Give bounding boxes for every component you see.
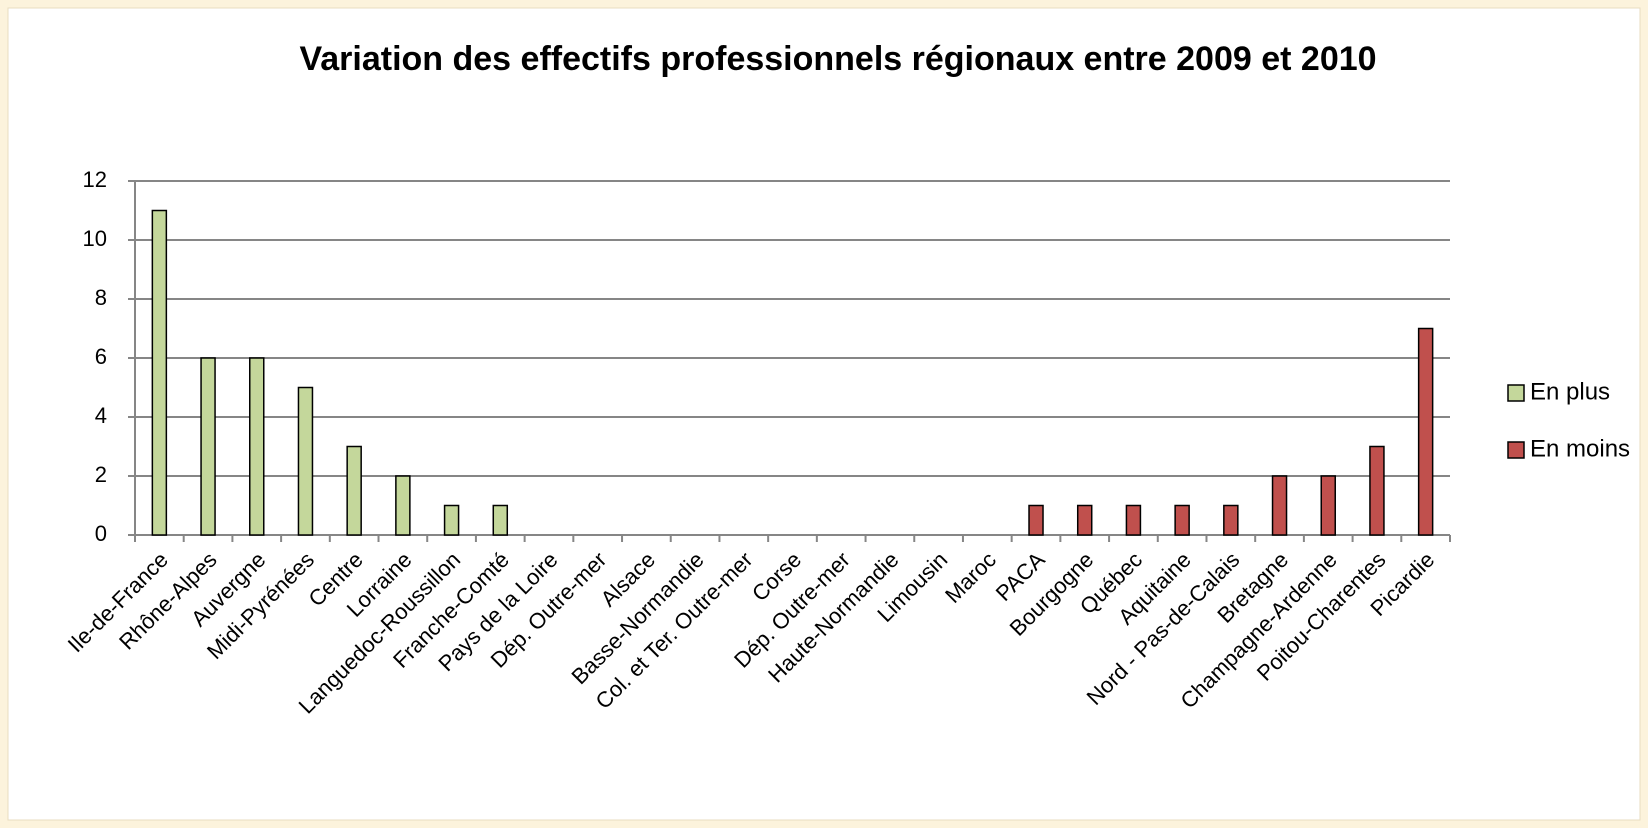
bar	[249, 357, 265, 536]
chart-area	[7, 7, 1641, 821]
bar	[1417, 327, 1434, 536]
bar	[346, 445, 362, 536]
y-tick-label: 6	[95, 344, 107, 369]
y-tick-label: 4	[95, 403, 107, 428]
bar	[1320, 475, 1336, 536]
bar	[200, 357, 216, 536]
y-tick-label: 8	[95, 285, 107, 310]
bar	[492, 504, 509, 536]
legend-label: En plus	[1530, 378, 1610, 405]
y-tick-label: 2	[95, 462, 107, 487]
legend-swatch	[1507, 384, 1525, 402]
bar	[297, 386, 314, 536]
bar	[1076, 504, 1093, 536]
legend-swatch	[1507, 441, 1525, 459]
bar	[1223, 504, 1239, 536]
legend-label: En moins	[1530, 435, 1630, 462]
y-tick-label: 0	[95, 521, 107, 546]
chart-title: Variation des effectifs professionnels r…	[299, 40, 1376, 78]
bar	[1125, 504, 1142, 536]
bar	[1174, 504, 1190, 536]
bar	[1028, 504, 1044, 536]
y-tick-label: 10	[83, 226, 107, 251]
bar	[443, 504, 460, 536]
bar	[1271, 475, 1288, 536]
bar	[151, 209, 168, 536]
y-tick-label: 12	[83, 167, 107, 192]
bar	[1369, 445, 1385, 536]
bar	[395, 475, 411, 536]
